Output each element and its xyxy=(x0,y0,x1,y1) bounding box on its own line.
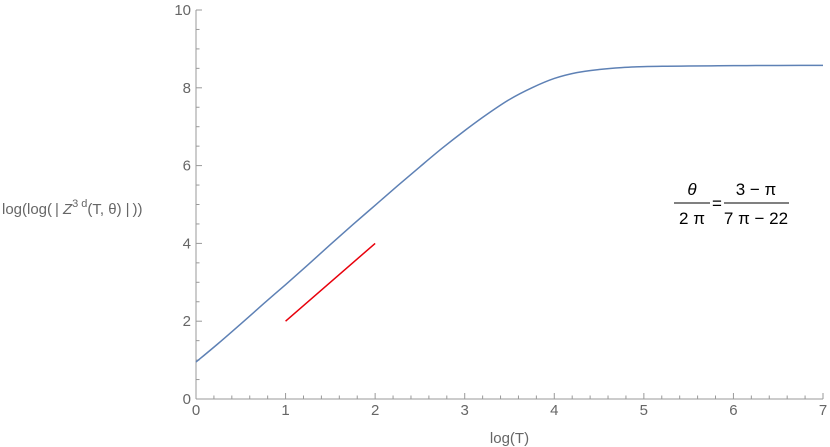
x-tick-label: 5 xyxy=(640,402,648,419)
x-tick-label: 1 xyxy=(281,402,289,419)
x-tick-label: 6 xyxy=(729,402,737,419)
y-label-bar-left: | xyxy=(55,201,59,218)
y-label-symbol: Z xyxy=(62,201,73,218)
x-tick-label: 2 xyxy=(371,402,379,419)
y-label-prefix: log(log( xyxy=(2,201,52,218)
x-tick-label: 0 xyxy=(192,402,200,419)
y-label-args: (T, θ) xyxy=(87,201,121,218)
series-layer xyxy=(195,64,824,363)
annotation-lhs-denominator: 2 π xyxy=(679,209,705,228)
y-tick-label: 6 xyxy=(183,158,191,175)
y-axis-label: log(log(| Z3 d(T, θ) |)) xyxy=(2,198,142,218)
y-label-bar-right: | xyxy=(126,201,130,218)
y-tick-label: 10 xyxy=(174,2,191,19)
y-label-suffix: )) xyxy=(132,201,142,218)
y-label-superscript: 3 d xyxy=(72,198,87,210)
series-line-reference-slope xyxy=(285,242,376,322)
y-tick-label: 8 xyxy=(183,80,191,97)
y-tick-label: 2 xyxy=(183,313,191,330)
annotation-rhs-denominator: 7 π − 22 xyxy=(724,209,788,228)
ticks: 0 1 2 3 4 5 6 7 0 2 4 6 8 10 xyxy=(174,2,827,419)
annotation-equals-sign: = xyxy=(712,194,722,213)
annotation-rhs-numerator: 3 − π xyxy=(736,180,777,199)
x-tick-label: 3 xyxy=(461,402,469,419)
series-line-curve xyxy=(195,64,824,363)
y-tick-label: 0 xyxy=(183,391,191,408)
axes xyxy=(195,10,823,400)
x-tick-label: 4 xyxy=(550,402,558,419)
equation-annotation: θ 2 π = 3 − π 7 π − 22 xyxy=(674,180,789,228)
annotation-lhs-numerator: θ xyxy=(687,180,697,199)
x-tick-label: 7 xyxy=(819,402,827,419)
x-axis-label: log(T) xyxy=(490,430,529,447)
y-tick-label: 4 xyxy=(183,235,191,252)
